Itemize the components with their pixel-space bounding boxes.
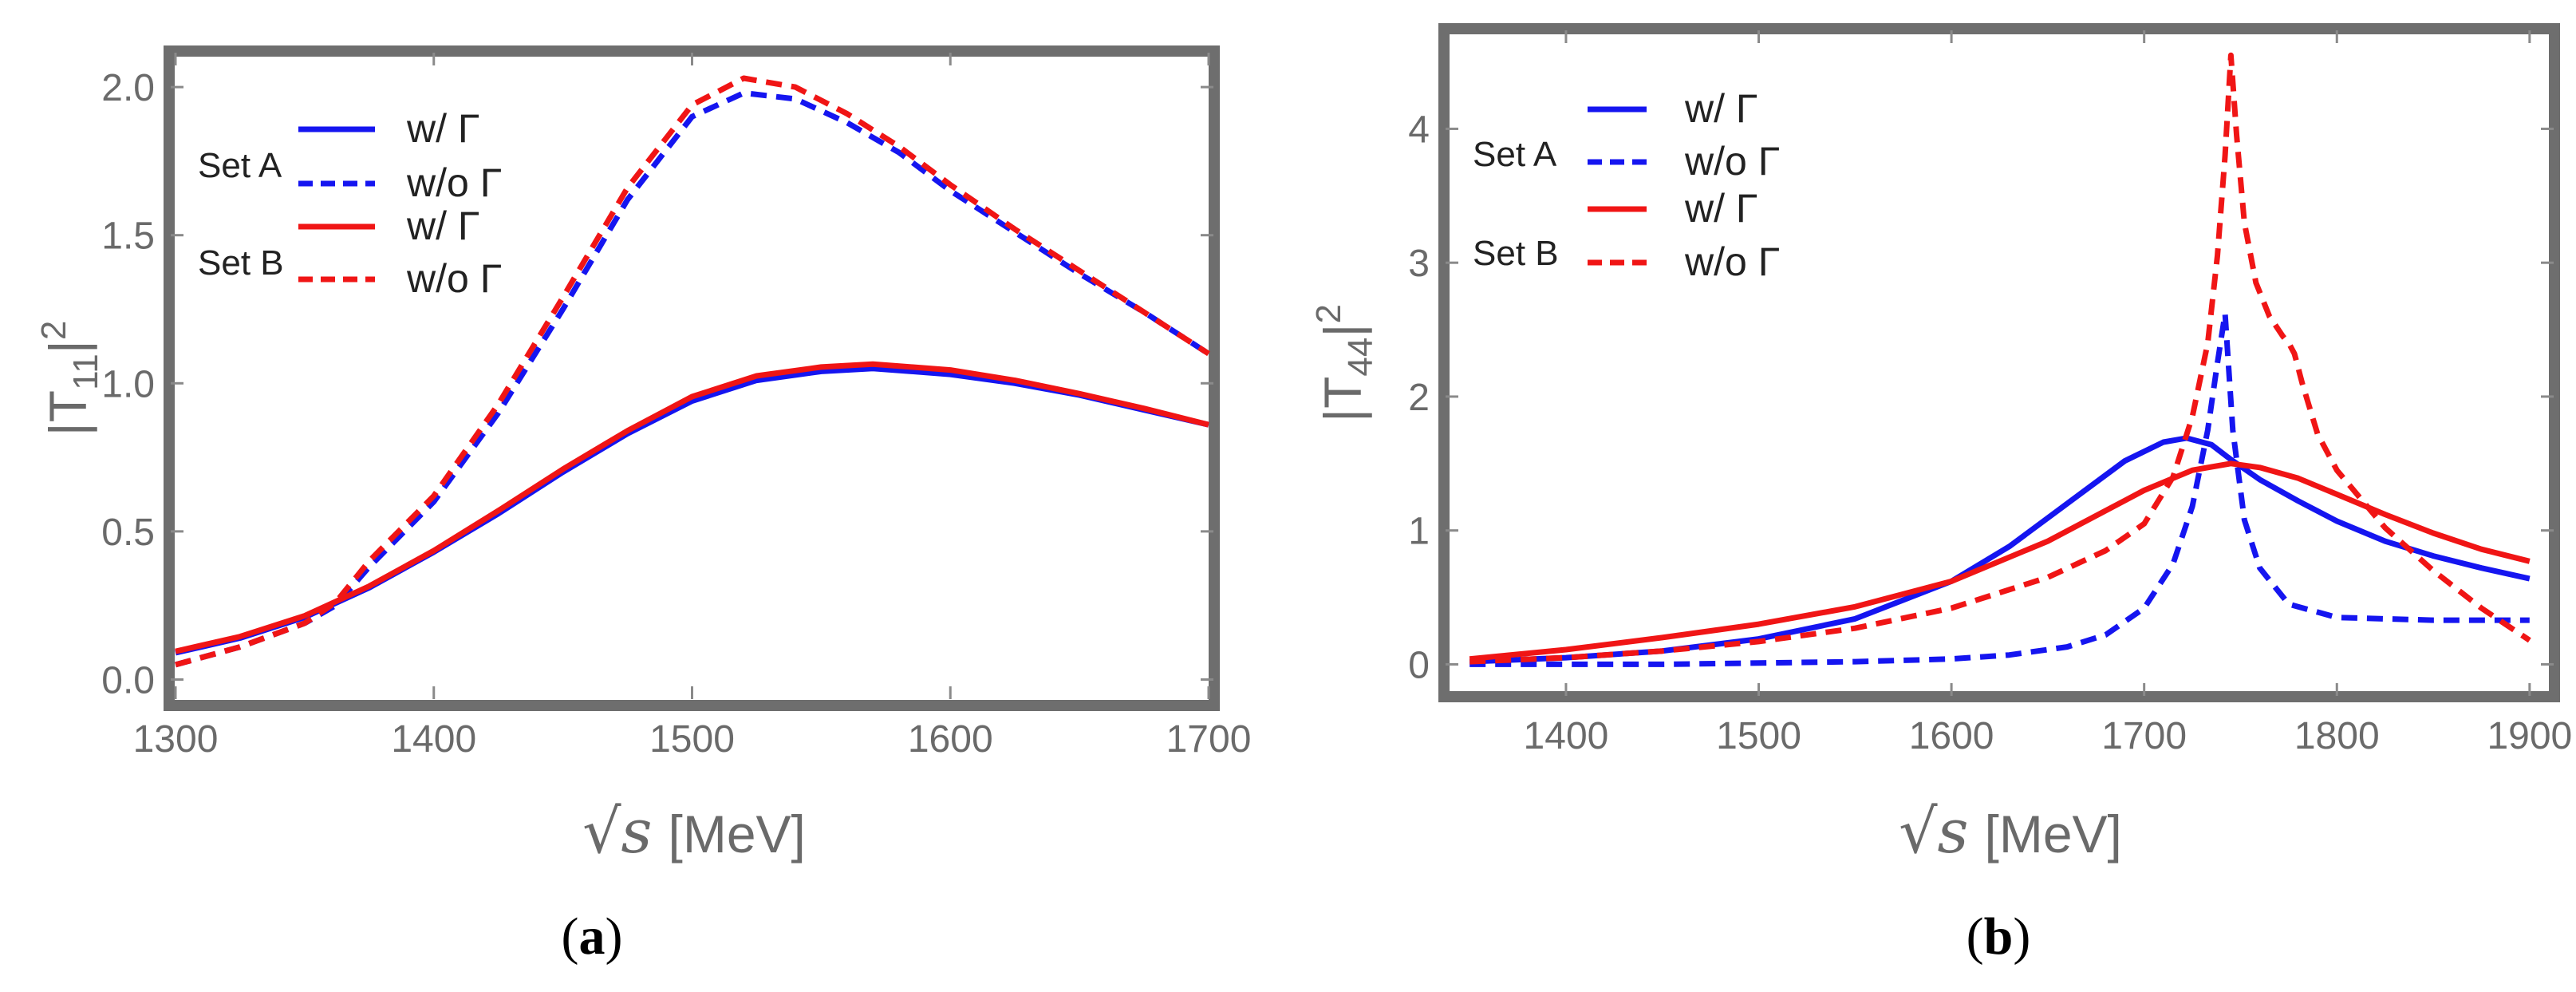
panel-b-ytick-label: 4 — [1408, 109, 1430, 151]
panel-b-xtick-label: 1800 — [2294, 715, 2380, 757]
panel-a-xlabel: √s [MeV] — [582, 796, 806, 867]
panel-a-xtick-label: 1400 — [391, 718, 476, 761]
panel-a-series-set-b-w-o — [175, 75, 1210, 668]
panel-b-ytick-label: 0 — [1408, 644, 1430, 686]
panel-a-ylabel-sub: 11 — [66, 354, 105, 390]
panel-a-ytick-label: 2.0 — [101, 67, 155, 109]
panel-b-ytick-label: 1 — [1408, 511, 1430, 553]
panel-b-series-set-a-w — [1469, 435, 2531, 665]
panel-b-ylabel: |T44|2 — [1309, 304, 1380, 422]
panel-b-xtick-label: 1400 — [1524, 715, 1609, 757]
panel-b-xtick-label: 1700 — [2101, 715, 2187, 757]
panel-a-ytick-label: 1.5 — [101, 215, 155, 258]
panel-a-chart: 1300 1400 1500 1600 1700 0.0 0.5 1.0 1.5 2.0 Set … — [34, 45, 1252, 966]
panel-a-caption-label: a — [579, 907, 606, 966]
panel-a-frame — [164, 45, 1220, 711]
panel-b-ytick-label: 2 — [1408, 377, 1430, 419]
panel-b-ylabel-main: |T — [1313, 377, 1372, 422]
panel-b-xtick-label: 1500 — [1716, 715, 1801, 757]
panel-a-ylabel-bar: | — [38, 340, 97, 354]
panel-a-legend-entry-label: w/o Γ — [406, 160, 502, 205]
panel-a-legend-entry-label: w/o Γ — [406, 256, 502, 301]
panel-b-legend-entry-label: w/o Γ — [1684, 239, 1780, 284]
panel-a-ylabel: |T11|2 — [34, 321, 105, 437]
panel-a-xlabel-sqrt: √s — [582, 796, 652, 867]
panel-b-legend-entry-label: w/ Γ — [1684, 186, 1757, 231]
panel-b-series-set-b-w — [1469, 460, 2531, 662]
panel-b-series-set-b-w-o — [1469, 52, 2531, 665]
panel-a-xtick-label: 1500 — [649, 718, 735, 761]
panel-b-frame — [1438, 23, 2560, 702]
panel-a-series-set-a-w-o — [175, 90, 1210, 668]
panel-b-ylabel-power: 2 — [1309, 304, 1348, 323]
panel-b-series-set-a-w-o — [1469, 310, 2530, 667]
panel-a-xtick-label: 1300 — [133, 718, 219, 761]
panel-a-legend-entry-label: w/ Γ — [406, 106, 479, 151]
panel-a-ytick-label: 0.5 — [101, 512, 155, 554]
panel-a-ytick-label: 1.0 — [101, 363, 155, 405]
panel-b-legend-entry-label: w/o Γ — [1684, 139, 1780, 184]
panel-a-ylabel-main: |T — [38, 390, 97, 436]
panel-a-legend-set-label: Set A — [198, 146, 282, 185]
panel-b-ylabel-bar: | — [1313, 323, 1372, 337]
panel-b-xtick-label: 1600 — [1909, 715, 1994, 757]
panel-b-xlabel: √s [MeV] — [1899, 796, 2122, 867]
panel-a-caption: (a) — [562, 907, 623, 966]
panel-b-xlabel-units: [MeV] — [1985, 804, 2122, 864]
panel-a-xlabel-units: [MeV] — [669, 804, 806, 864]
panel-b-caption-label: b — [1984, 907, 2014, 966]
panel-a-xtick-label: 1700 — [1166, 718, 1252, 761]
panel-b-ylabel-sub: 44 — [1341, 338, 1380, 377]
panel-b-xlabel-sqrt: √s — [1899, 796, 1968, 867]
panel-b-legend-entry-label: w/ Γ — [1684, 86, 1757, 131]
panel-a-xtick-label: 1600 — [908, 718, 993, 761]
panel-b-caption: (b) — [1967, 907, 2031, 966]
panel-a-ytick-label: 0.0 — [101, 659, 155, 702]
panel-a-legend-entry-label: w/ Γ — [406, 204, 479, 248]
panel-b-xtick-label: 1900 — [2487, 715, 2572, 757]
panel-b-legend-set-label: Set B — [1473, 234, 1559, 273]
panel-b-ytick-label: 3 — [1408, 243, 1430, 285]
panel-a-ylabel-power: 2 — [34, 321, 73, 340]
panel-b-legend-set-label: Set A — [1473, 135, 1557, 174]
panel-a-legend-set-label: Set B — [198, 243, 284, 283]
panel-a-series-set-b-w — [175, 361, 1209, 654]
